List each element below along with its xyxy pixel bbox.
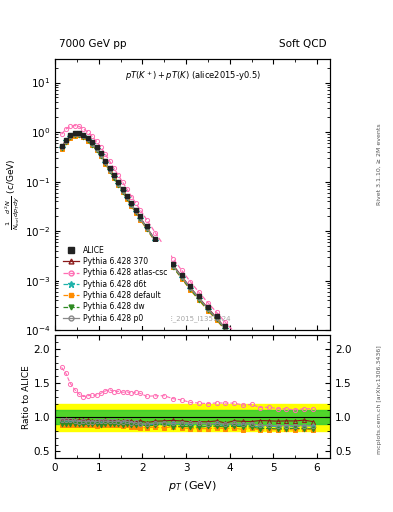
Text: 7000 GeV pp: 7000 GeV pp (59, 38, 127, 49)
Text: $pT(K^+) + pT(K)$ (alice2015-y0.5): $pT(K^+) + pT(K)$ (alice2015-y0.5) (125, 70, 261, 83)
Y-axis label: $\frac{1}{N_{inel}}\frac{d^2N}{dp_{T}dy}$ (c/GeV): $\frac{1}{N_{inel}}\frac{d^2N}{dp_{T}dy}… (4, 159, 22, 230)
Text: ALICE_2015_I1357424: ALICE_2015_I1357424 (154, 315, 231, 322)
Text: mcplots.cern.ch [arXiv:1306.3436]: mcplots.cern.ch [arXiv:1306.3436] (377, 345, 382, 454)
Text: Soft QCD: Soft QCD (279, 38, 326, 49)
X-axis label: $p_T$ (GeV): $p_T$ (GeV) (168, 479, 217, 493)
Legend: ALICE, Pythia 6.428 370, Pythia 6.428 atlas-csc, Pythia 6.428 d6t, Pythia 6.428 : ALICE, Pythia 6.428 370, Pythia 6.428 at… (59, 242, 171, 327)
Y-axis label: Ratio to ALICE: Ratio to ALICE (22, 365, 31, 429)
Text: Rivet 3.1.10, ≥ 2M events: Rivet 3.1.10, ≥ 2M events (377, 123, 382, 205)
